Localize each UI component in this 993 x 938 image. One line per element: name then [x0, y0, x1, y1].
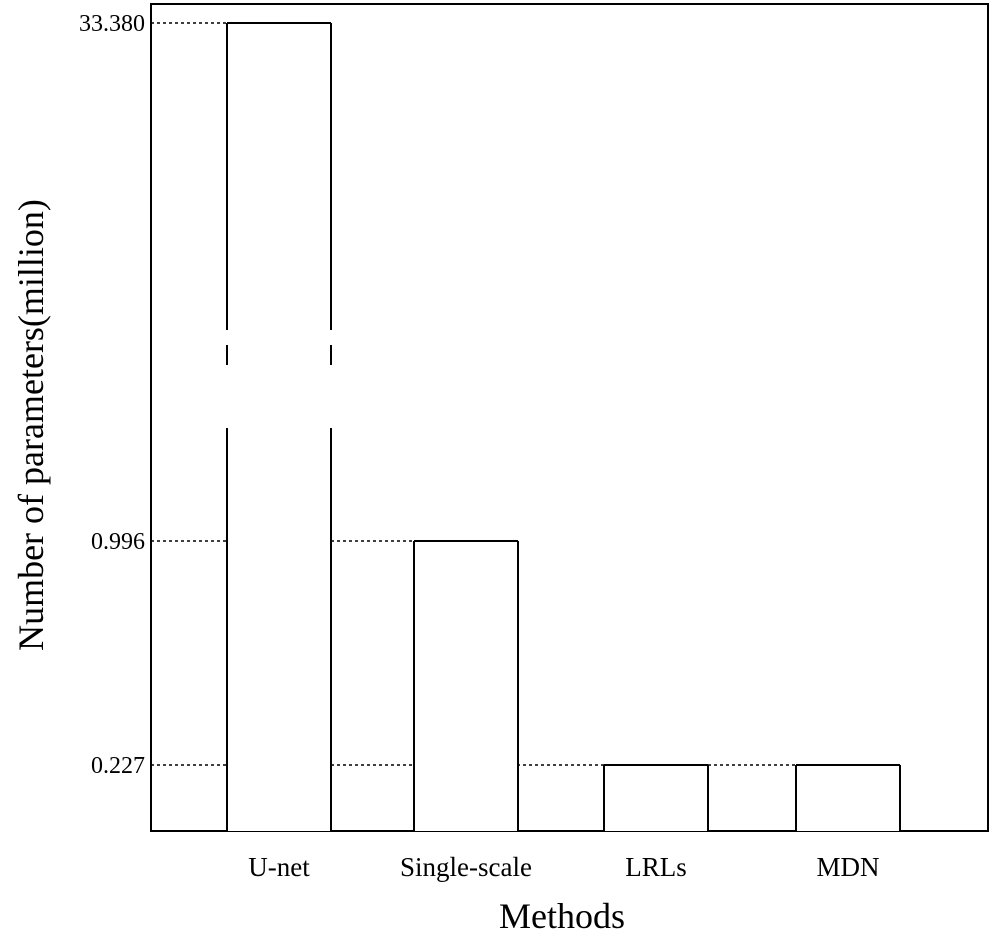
- bar-mdn: [796, 765, 900, 831]
- bar-single-scale: [414, 541, 518, 831]
- x-tick-labels: U-net Single-scale LRLs MDN: [248, 852, 879, 882]
- plot-frame: [150, 3, 989, 832]
- x-tick-label: Single-scale: [400, 852, 532, 882]
- y-tick-label: 33.380: [79, 11, 145, 37]
- x-tick-label: MDN: [816, 852, 879, 882]
- x-tick-label: U-net: [248, 852, 310, 882]
- x-tick-label: LRLs: [625, 852, 687, 882]
- bars: [226, 22, 901, 831]
- y-axis-title: Number of parameters(million): [11, 199, 51, 651]
- y-tick-labels: 33.380 0.996 0.227: [79, 11, 145, 779]
- reference-lines: [151, 22, 796, 766]
- x-axis-title: Methods: [499, 896, 625, 936]
- bar-lrls: [604, 765, 708, 831]
- y-tick-label: 0.996: [91, 529, 145, 555]
- bar-u-net: [227, 23, 331, 831]
- y-tick-label: 0.227: [91, 753, 145, 779]
